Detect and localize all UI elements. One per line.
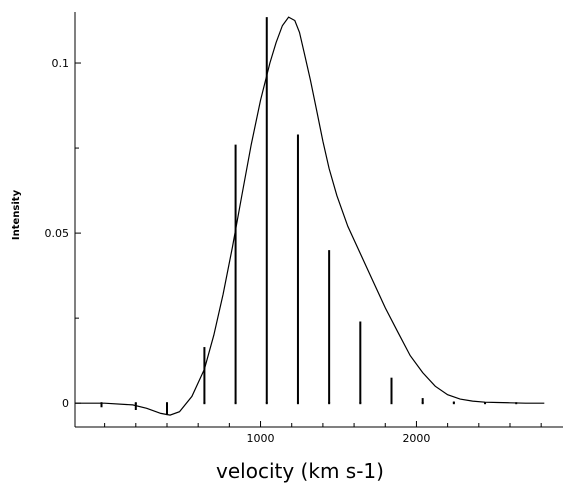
x-tick-label: 1000 (247, 432, 275, 445)
y-tick-label: 0 (62, 397, 69, 410)
y-tick-label: 0.05 (45, 227, 70, 240)
profile-line (75, 16, 545, 416)
stems (100, 17, 518, 416)
x-tick-label: 2000 (402, 432, 430, 445)
tick-labels: 0 0.05 0.1 1000 2000 (45, 57, 431, 445)
axes (74, 12, 563, 428)
y-tick-label: 0.1 (52, 57, 70, 70)
x-axis-title: velocity (km s-1) (216, 459, 384, 483)
series-line (75, 16, 545, 416)
y-axis-title: Intensity (11, 189, 22, 240)
